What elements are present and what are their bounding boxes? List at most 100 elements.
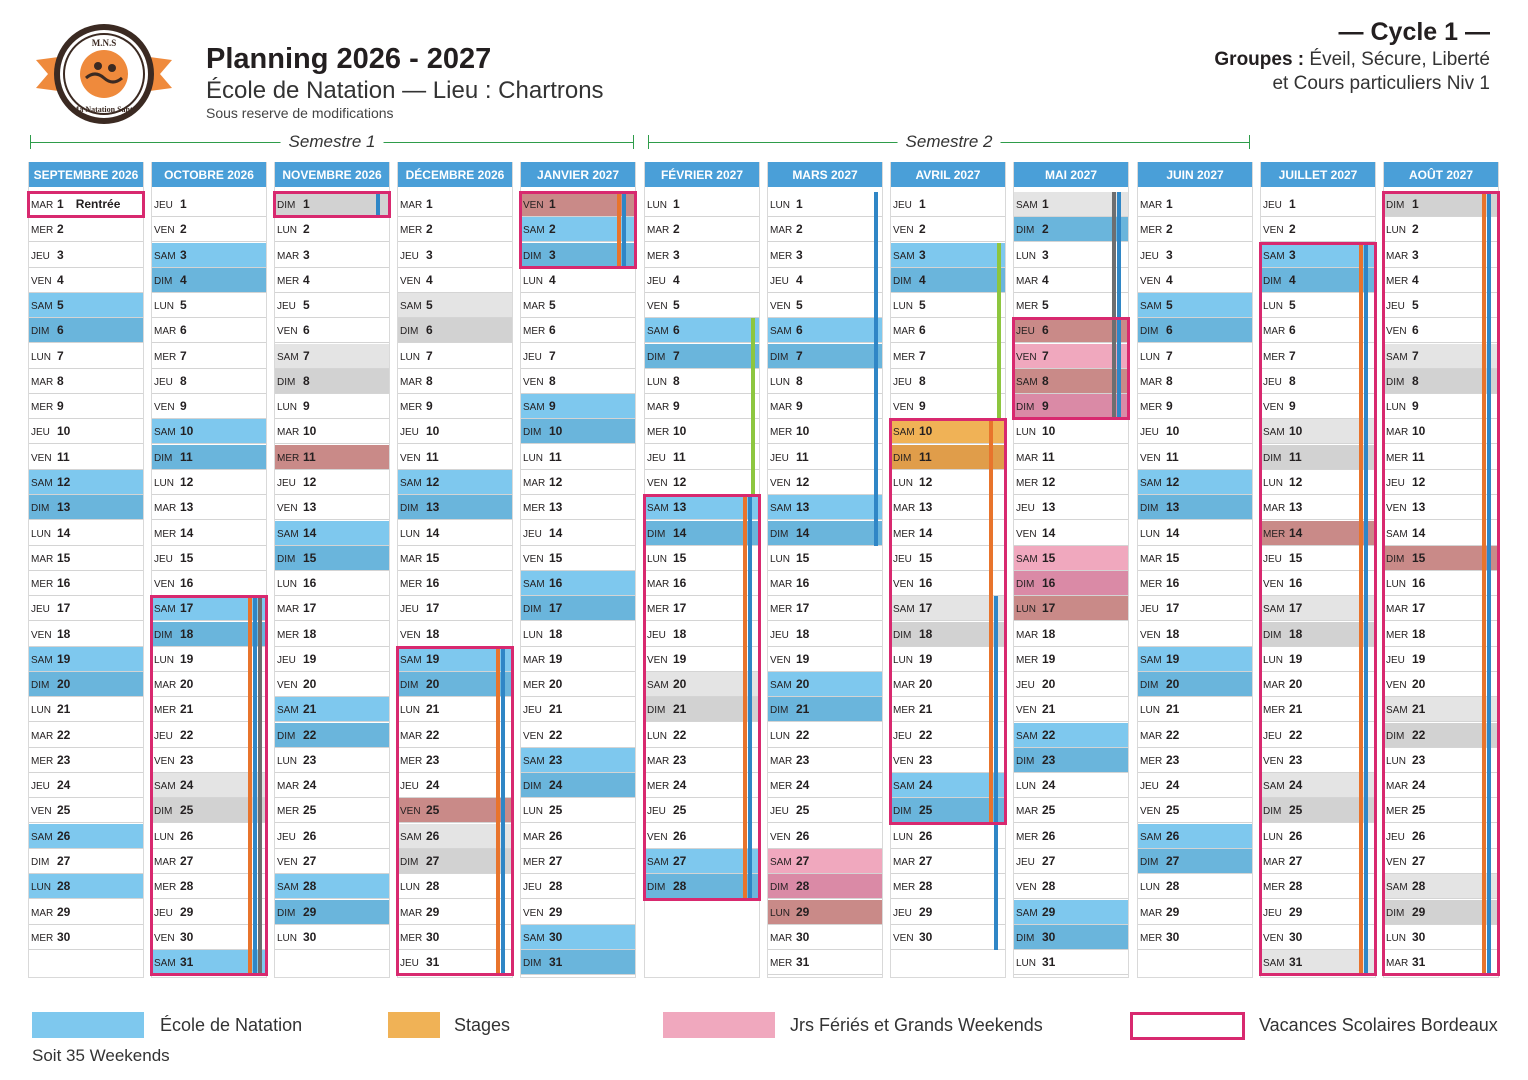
day-cell: JEU 3 — [29, 243, 143, 268]
day-number: 28 — [426, 879, 440, 894]
day-cell: VEN 2 — [152, 217, 266, 243]
weekday-label: MAR — [770, 579, 793, 591]
day-cell: MER 16 — [1138, 571, 1252, 597]
day-cell: MAR 27 — [152, 849, 266, 875]
weekday-label: MAR — [1263, 503, 1286, 515]
day-number: 28 — [796, 879, 810, 894]
weekday-label: MAR — [400, 376, 423, 388]
weekday-label: LUN — [647, 376, 668, 388]
day-number: 14 — [426, 525, 440, 540]
day-number: 18 — [673, 626, 687, 641]
groups-line1: Éveil, Sécure, Liberté — [1309, 49, 1490, 70]
weekday-label: LUN — [770, 553, 791, 565]
day-number: 1 — [1412, 197, 1419, 211]
day-number: 7 — [1412, 348, 1419, 363]
day-number: 14 — [919, 525, 933, 540]
day-number: 30 — [180, 929, 194, 944]
day-number: 21 — [57, 702, 71, 717]
day-cell: MER 9 — [29, 394, 143, 420]
weekday-label: SAM — [1263, 604, 1285, 616]
weekday-label: MAR — [770, 932, 793, 944]
day-cell: LUN 22 — [645, 723, 759, 748]
weekday-label: SAM — [770, 326, 792, 338]
weekday-label: LUN — [31, 528, 52, 540]
day-cell: LUN 30 — [275, 925, 389, 950]
groups-line2: et Cours particuliers Niv 1 — [1272, 73, 1490, 94]
weekday-label: MAR — [1140, 376, 1163, 388]
weekday-label: LUN — [1386, 402, 1407, 414]
weekday-label: VEN — [31, 806, 52, 818]
day-number: 2 — [796, 222, 803, 237]
day-cell: MER 2 — [398, 217, 512, 243]
weekday-label: MER — [1016, 477, 1039, 489]
month-header: FÉVRIER 2027 — [645, 162, 759, 192]
weekday-label: JEU — [523, 705, 542, 717]
day-number: 5 — [57, 298, 64, 313]
day-cell: JEU 7 — [521, 344, 635, 369]
day-cell: DIM 15 — [1384, 545, 1498, 571]
day-number: 25 — [1166, 803, 1180, 818]
weekday-label: MER — [647, 250, 670, 262]
day-cell: DIM 16 — [1014, 571, 1128, 597]
day-cell: JEU 4 — [645, 268, 759, 293]
day-number: 16 — [796, 576, 810, 591]
weekday-label: DIM — [1386, 200, 1405, 211]
weekday-label: LUN — [277, 579, 298, 591]
weekday-label: SAM — [893, 781, 915, 793]
day-cell: DIM 27 — [398, 849, 512, 875]
day-cell: DIM 18 — [1261, 621, 1375, 647]
day-number: 9 — [796, 399, 803, 414]
day-number: 11 — [1412, 449, 1425, 464]
day-number: 8 — [1289, 373, 1296, 388]
weekday-label: VEN — [31, 275, 52, 287]
weekday-label: DIM — [1016, 755, 1035, 767]
day-number: 25 — [549, 803, 563, 818]
day-number: 27 — [303, 854, 317, 869]
weekday-label: MAR — [893, 857, 916, 869]
day-number: 5 — [303, 298, 310, 313]
day-cell: DIM 28 — [645, 874, 759, 900]
weekday-label: JEU — [1016, 680, 1035, 692]
weekday-label: LUN — [154, 654, 175, 666]
day-number: 22 — [1412, 727, 1426, 742]
reserve-note: Sous reserve de modifications — [206, 105, 394, 121]
day-number: 26 — [1289, 828, 1303, 843]
day-number: 16 — [549, 576, 563, 591]
weekday-label: VEN — [1263, 932, 1284, 944]
day-cell: VEN 12 — [645, 470, 759, 495]
day-number: 20 — [549, 677, 563, 692]
weekday-label: SAM — [1386, 351, 1408, 363]
day-number: 2 — [57, 222, 64, 237]
day-cell: DIM 20 — [1138, 672, 1252, 698]
weekday-label: VEN — [523, 200, 544, 211]
day-number: 16 — [1166, 576, 1180, 591]
day-cell: MER 28 — [152, 874, 266, 900]
weekday-label: SAM — [523, 225, 545, 237]
day-cell: DIM 27 — [1138, 849, 1252, 875]
weekday-label: JEU — [277, 477, 296, 489]
day-number: 24 — [1412, 778, 1426, 793]
weekday-label: MAR — [1386, 250, 1409, 262]
weekday-label: VEN — [893, 755, 914, 767]
day-number: 16 — [1289, 576, 1303, 591]
day-number: 2 — [303, 222, 310, 237]
weekday-label: LUN — [1263, 654, 1284, 666]
day-number: 22 — [919, 727, 933, 742]
day-number: 14 — [303, 525, 317, 540]
weekday-label: DIM — [277, 553, 296, 565]
day-number: 26 — [1412, 828, 1426, 843]
weekday-label: LUN — [523, 275, 544, 287]
day-number: 31 — [426, 955, 440, 970]
cycle-title: — Cycle 1 — — [1338, 18, 1490, 46]
weekday-label: MER — [154, 528, 177, 540]
day-number: 20 — [796, 677, 810, 692]
day-cell: JEU 15 — [891, 546, 1005, 571]
day-number: 9 — [549, 399, 556, 414]
weekday-label: MAR — [1386, 781, 1409, 793]
day-number: 9 — [303, 399, 310, 414]
day-cell: SAM 3 — [1261, 242, 1375, 268]
day-cell: VEN 9 — [152, 394, 266, 420]
weekday-label: DIM — [400, 680, 419, 692]
day-number: 27 — [673, 854, 687, 869]
month-column: AOÛT 2027 DIM 1 LUN 2 MAR 3 MER 4 JEU 5 VEN 6 SAM 7 DIM… — [1382, 162, 1500, 978]
